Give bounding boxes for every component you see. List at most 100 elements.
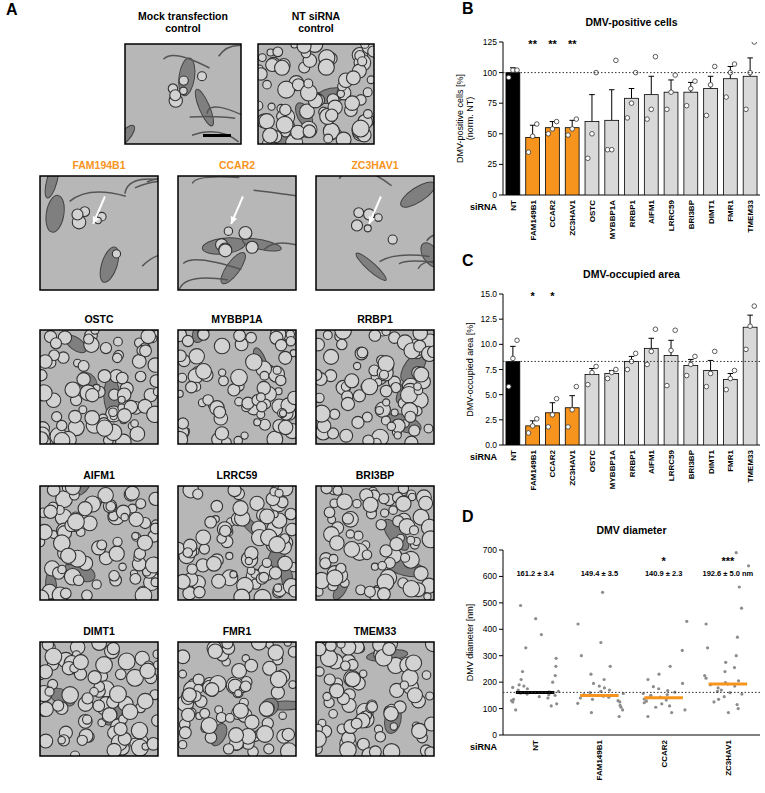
data-point xyxy=(526,431,531,436)
dmv xyxy=(275,339,287,351)
image-label: RRBP1 xyxy=(357,313,393,325)
er-membrane xyxy=(427,234,434,244)
dmv xyxy=(137,693,153,709)
data-point xyxy=(526,687,529,690)
dmv xyxy=(223,744,233,754)
significance: * xyxy=(531,290,536,302)
bar xyxy=(644,95,658,195)
image-label: AIFM1 xyxy=(83,469,115,481)
dmv xyxy=(357,347,368,358)
dmv xyxy=(341,397,354,410)
data-point xyxy=(723,670,726,673)
data-point xyxy=(524,646,527,649)
dmv xyxy=(125,486,139,500)
error-cap xyxy=(728,373,734,374)
dmv xyxy=(342,513,353,524)
data-point xyxy=(521,670,524,673)
dmv xyxy=(178,418,189,429)
dmv xyxy=(107,642,119,654)
image-frame xyxy=(178,642,296,756)
dmv xyxy=(149,492,158,505)
y-tick xyxy=(499,294,503,295)
data-point xyxy=(724,95,729,100)
dmv xyxy=(196,363,212,379)
y-axis xyxy=(503,550,504,735)
y-tick-label: 0 xyxy=(492,730,497,740)
data-point xyxy=(724,661,727,664)
reference-line xyxy=(503,72,760,73)
dmv xyxy=(229,728,244,743)
dmv xyxy=(270,671,286,687)
dmv xyxy=(246,241,258,253)
dmv xyxy=(275,60,290,75)
dmv xyxy=(414,367,429,382)
data-point xyxy=(649,107,654,112)
dmv xyxy=(363,435,374,444)
dmv xyxy=(289,681,296,689)
dmv xyxy=(324,134,333,143)
value-label: 161.2 ± 3.4 xyxy=(516,569,554,578)
dmv xyxy=(179,76,188,85)
dmv xyxy=(40,665,52,679)
dmv xyxy=(269,567,281,579)
dmv xyxy=(316,667,324,676)
image-frame xyxy=(258,44,374,144)
data-point xyxy=(506,75,511,80)
dmv xyxy=(82,693,93,704)
em-background xyxy=(40,176,158,290)
dmv xyxy=(198,72,207,81)
dmv xyxy=(259,419,270,430)
dmv xyxy=(65,382,80,397)
dmv xyxy=(225,714,234,723)
data-point xyxy=(673,73,678,78)
significance: ** xyxy=(528,38,537,50)
bar xyxy=(526,426,540,445)
dmv xyxy=(267,431,283,444)
data-point xyxy=(708,371,713,376)
y-tick xyxy=(499,550,503,551)
bar xyxy=(743,76,757,195)
data-point xyxy=(645,117,650,122)
dmv xyxy=(58,565,66,573)
em-background xyxy=(178,330,296,444)
dmv xyxy=(362,550,372,560)
data-point xyxy=(653,54,658,59)
image-label: MYBBP1A xyxy=(211,313,263,325)
bar xyxy=(585,375,599,445)
dmv xyxy=(40,370,47,381)
dmv xyxy=(62,687,79,704)
dmv xyxy=(367,76,374,84)
y-tick xyxy=(499,42,503,43)
dmv xyxy=(219,369,226,376)
y-tick xyxy=(499,195,503,196)
bar xyxy=(585,122,599,195)
er-membrane xyxy=(190,116,235,118)
data-point xyxy=(744,347,749,352)
dmv xyxy=(219,376,229,386)
dmv xyxy=(122,704,138,720)
dmv xyxy=(118,409,132,423)
data-point xyxy=(629,101,634,106)
dmv xyxy=(96,657,113,674)
image-label: TMEM33 xyxy=(354,625,397,637)
data-point xyxy=(601,591,604,594)
er-membrane xyxy=(183,260,241,270)
data-point xyxy=(551,681,554,684)
dmv xyxy=(409,425,420,436)
dmv xyxy=(150,523,158,534)
data-point xyxy=(574,117,579,122)
dmv xyxy=(140,663,155,678)
data-point xyxy=(748,324,753,329)
dmv xyxy=(341,661,350,670)
image-frame xyxy=(40,330,158,444)
error-cap xyxy=(668,340,674,341)
dmv xyxy=(199,544,209,554)
data-point xyxy=(660,702,663,705)
dmv xyxy=(114,337,123,346)
dmv xyxy=(321,486,332,494)
dmv xyxy=(262,558,271,567)
em-background xyxy=(178,642,296,756)
significance: * xyxy=(661,555,666,567)
y-tick-label: 400 xyxy=(483,624,497,634)
dmv xyxy=(340,742,357,756)
